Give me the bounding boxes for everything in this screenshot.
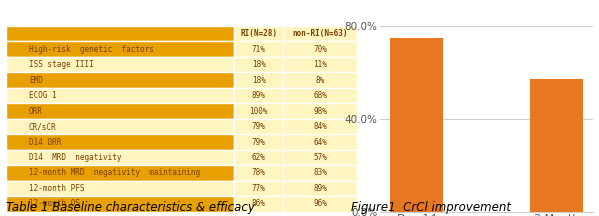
Bar [390, 38, 443, 212]
Text: Table 1 Baseline characteristics & efficacy: Table 1 Baseline characteristics & effic… [6, 201, 255, 214]
Text: Figure1  CrCl improvement: Figure1 CrCl improvement [351, 201, 512, 214]
Bar [530, 79, 583, 212]
